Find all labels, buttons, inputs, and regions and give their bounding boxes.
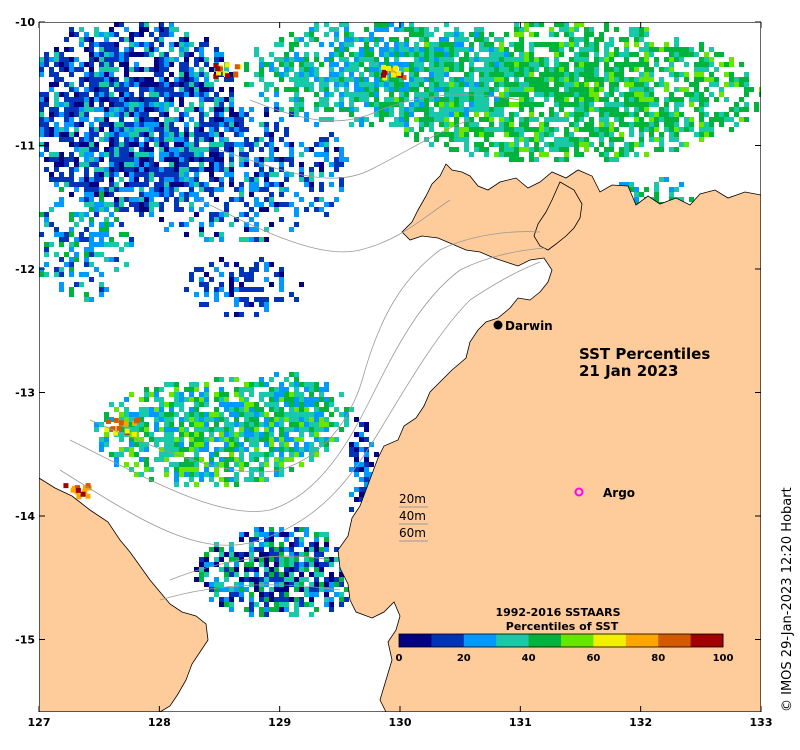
darwin-label: Darwin: [505, 319, 553, 333]
longitude-axis: 127 128 129 130 131 132 133: [28, 22, 773, 729]
place-argo: Argo: [574, 486, 635, 500]
colorbar-swatch: [625, 634, 659, 647]
colorbar-tick-label: 0: [396, 653, 403, 664]
lat-tick-label: -14: [15, 510, 35, 523]
legend-title: 1992-2016 SSTAARS: [495, 606, 620, 619]
place-darwin: Darwin: [493, 319, 553, 333]
tiwi-coast: [533, 181, 583, 251]
lon-tick-label: 131: [509, 716, 532, 729]
colorbar-tick-label: 100: [713, 653, 734, 664]
colorbar-tick-label: 20: [457, 653, 471, 664]
map-title: SST Percentiles: [579, 345, 710, 363]
colorbar-swatch: [593, 634, 627, 647]
argo-label: Argo: [603, 486, 635, 500]
colorbar-tick-label: 60: [586, 653, 600, 664]
lon-tick-label: 129: [268, 716, 291, 729]
colorbar-swatch: [496, 634, 530, 647]
legend-subtitle: Percentiles of SST: [506, 620, 619, 633]
depth-contours: [59, 94, 546, 601]
colorbar-frame: [398, 633, 724, 648]
argo-marker-icon: [574, 487, 584, 497]
colorbar-swatch: [431, 634, 465, 647]
lat-tick-label: -15: [15, 634, 35, 647]
colorbar-tick-label: 80: [651, 653, 665, 664]
lon-tick-label: 133: [750, 716, 773, 729]
sst-percentile-field: [39, 22, 761, 617]
colorbar-swatch: [561, 634, 594, 647]
depth-key: 20m 40m 60m: [399, 492, 428, 542]
colorbar-tick-label: 40: [522, 653, 536, 664]
colorbar-legend: 1992-2016 SSTAARS Percentiles of SST 0 20…: [396, 606, 734, 664]
latitude-axis: -10 -11 -12 -13 -14 -15: [15, 16, 761, 647]
mainland: [337, 163, 761, 712]
lat-tick-label: -10: [15, 16, 35, 29]
lon-tick-label: 127: [28, 716, 51, 729]
sw-coast: [39, 477, 209, 712]
colorbar-swatch: [658, 634, 692, 647]
colorbar-swatch: [528, 634, 562, 647]
depth-key-20m: 20m: [399, 492, 426, 506]
depth-key-40m: 40m: [399, 509, 426, 523]
lat-tick-label: -12: [15, 263, 35, 276]
lat-tick-label: -13: [15, 387, 35, 400]
colorbar-swatch: [690, 634, 724, 647]
lon-tick-label: 132: [629, 716, 652, 729]
darwin-marker-icon: [493, 320, 503, 330]
lon-tick-label: 130: [389, 716, 412, 729]
land: [39, 163, 761, 712]
credit-text: © IMOS 29-Jan-2023 12:20 Hobart: [780, 487, 795, 712]
lon-tick-label: 128: [148, 716, 171, 729]
lat-tick-label: -11: [15, 140, 35, 153]
map-date: 21 Jan 2023: [579, 362, 678, 380]
colorbar-swatch: [463, 634, 497, 647]
depth-key-60m: 60m: [399, 526, 426, 540]
colorbar-swatch: [399, 634, 432, 647]
